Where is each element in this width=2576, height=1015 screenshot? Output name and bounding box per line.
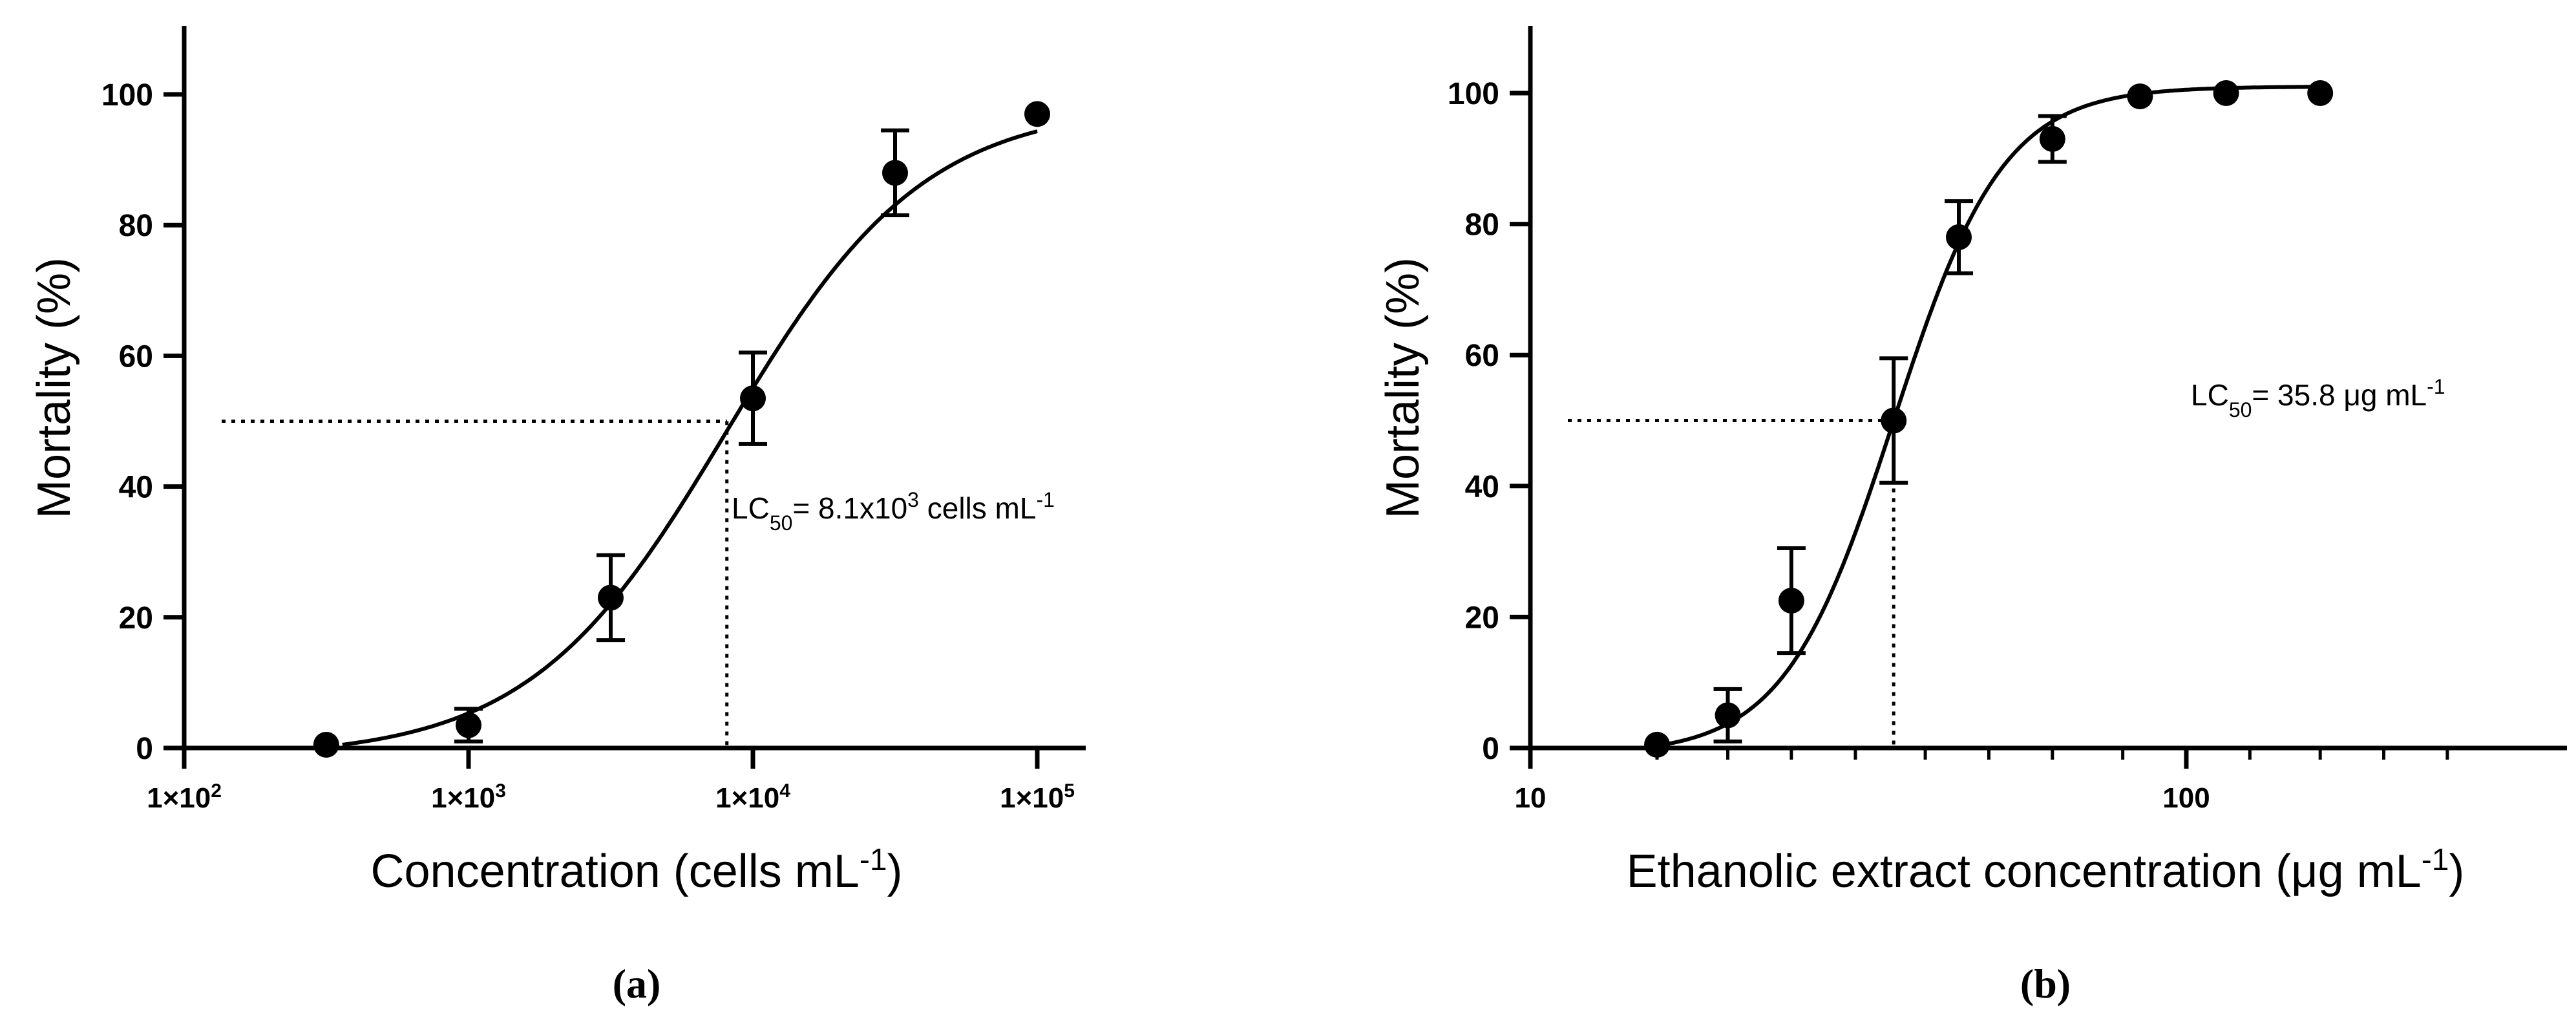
a-data-point [740, 385, 766, 412]
panel-a: 0 20 40 60 80 100 1×102 1×103 1×104 1×105 LC50= … [28, 26, 1086, 1007]
a-x-tick-label: 1×103 [431, 780, 506, 815]
b-fit-curve-layer [1669, 85, 2321, 746]
b-y-tick-label: 100 [1448, 77, 1499, 111]
b-y-ticks: 0 20 40 60 80 100 [1448, 77, 1530, 766]
b-panel-caption: (b) [2020, 961, 2071, 1007]
a-fit-curve-layer [342, 129, 1038, 747]
a-x-axis-title: Concentration (cells mL-1) [371, 843, 903, 898]
b-data-point [1715, 702, 1741, 729]
b-y-tick-label: 0 [1482, 732, 1499, 766]
b-data-point [1778, 588, 1804, 614]
b-data-point [2127, 83, 2153, 110]
a-y-tick-label: 80 [119, 209, 153, 243]
a-y-tick-label: 20 [119, 601, 153, 636]
b-data-marks [1644, 80, 2334, 758]
a-y-tick-label: 40 [119, 471, 153, 505]
a-y-axis-title: Mortality (%) [28, 257, 80, 518]
a-data-point [456, 712, 481, 738]
a-data-marks [313, 101, 1050, 758]
b-data-point [2213, 80, 2239, 106]
a-annotation: LC50= 8.1x103 cells mL-1 [732, 488, 1055, 535]
a-y-tick-label: 60 [119, 339, 153, 374]
panel-b: 0 20 40 60 80 100 10 100 LC50= 35.8 μg mL-1 Mo… [1377, 26, 2567, 1007]
a-reference-lines [222, 420, 729, 748]
b-x-ticks: 10 100 [1515, 748, 2449, 814]
b-data-point [1946, 224, 1972, 250]
b-data-point [1881, 407, 1907, 434]
b-reference-lines [1568, 419, 1895, 748]
b-x-tick-label: 100 [2162, 782, 2210, 814]
a-x-tick-label: 1×104 [715, 780, 790, 815]
a-x-ticks: 1×102 1×103 1×104 1×105 [147, 748, 1075, 814]
b-y-tick-label: 80 [1465, 208, 1499, 242]
b-y-tick-label: 40 [1465, 470, 1499, 504]
a-data-point [882, 160, 909, 186]
b-x-tick-label: 10 [1515, 782, 1547, 814]
b-data-point [1644, 731, 1671, 758]
a-data-point [313, 731, 339, 758]
b-data-point [2039, 125, 2065, 152]
a-x-tick-label: 1×102 [147, 780, 222, 815]
b-fit-curve [1669, 85, 2321, 746]
a-x-tick-label: 1×105 [1000, 780, 1075, 815]
b-y-axis-title: Mortality (%) [1377, 257, 1429, 518]
b-data-point [2307, 80, 2334, 106]
a-panel-caption: (a) [613, 961, 661, 1007]
a-data-point [1024, 101, 1050, 127]
b-y-tick-label: 20 [1465, 601, 1499, 635]
a-y-ticks: 0 20 40 60 80 100 [101, 78, 184, 766]
a-y-tick-label: 100 [101, 78, 153, 112]
b-y-tick-label: 60 [1465, 339, 1499, 373]
b-annotation: LC50= 35.8 μg mL-1 [2191, 375, 2445, 422]
a-data-point [597, 584, 624, 611]
a-fit-curve [342, 129, 1038, 747]
b-x-axis-title: Ethanolic extract concentration (μg mL-1… [1627, 843, 2465, 898]
a-y-tick-label: 0 [136, 732, 153, 766]
